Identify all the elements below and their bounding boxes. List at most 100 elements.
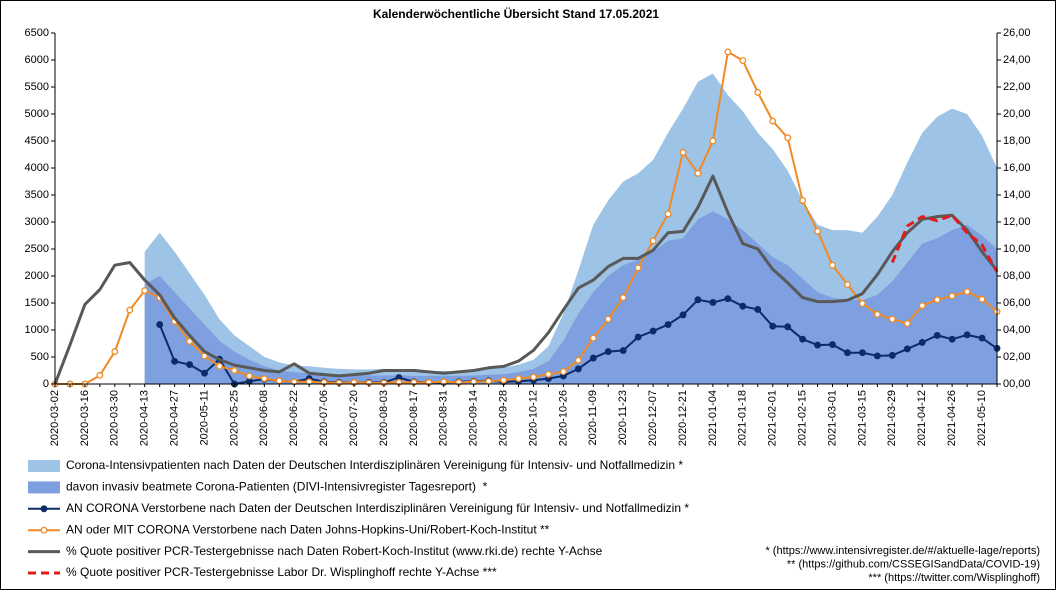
point-marker <box>948 335 956 343</box>
y2-tick-label: 16,00 <box>1003 162 1031 174</box>
point-marker <box>754 88 762 96</box>
x-tick-label: 2021-02-01 <box>767 390 779 446</box>
point-marker <box>679 148 687 156</box>
point-marker <box>500 376 508 384</box>
y-tick-label: 500 <box>31 351 49 363</box>
point-marker <box>559 368 567 376</box>
y-tick-label: 4500 <box>25 135 49 147</box>
point-marker <box>96 371 104 379</box>
point-marker <box>814 341 822 349</box>
x-tick-label: 2020-11-23 <box>617 390 629 445</box>
point-marker <box>649 237 657 245</box>
x-tick-label: 2021-05-10 <box>976 390 988 446</box>
y-tick-label: 5000 <box>25 108 49 120</box>
x-tick-label: 2020-12-07 <box>647 390 659 446</box>
point-marker <box>649 327 657 335</box>
line <box>53 174 999 385</box>
line <box>55 50 998 385</box>
y2-tick-label: 26,00 <box>1003 27 1031 39</box>
y-tick-label: 0 <box>43 378 49 390</box>
point-marker <box>978 334 986 342</box>
point-marker <box>844 281 851 289</box>
x-tick-label: 2020-06-22 <box>288 390 300 446</box>
y-tick-label: 3000 <box>25 216 49 228</box>
legend-swatch <box>28 460 60 472</box>
point-marker <box>515 375 522 383</box>
point-marker <box>126 306 134 314</box>
y-tick-label: 3500 <box>25 189 49 201</box>
point-marker <box>664 321 672 329</box>
x-tick-label: 2020-12-21 <box>677 390 689 446</box>
y2-tick-label: 14,00 <box>1003 189 1031 201</box>
point-marker <box>903 320 911 327</box>
point-marker <box>709 137 717 145</box>
point-marker <box>709 299 717 306</box>
point-marker <box>141 287 149 295</box>
y-tick-label: 6500 <box>25 27 49 39</box>
line <box>890 213 999 273</box>
point-marker <box>275 377 283 385</box>
y2-tick-label: 02,00 <box>1003 351 1031 363</box>
point-marker <box>619 294 627 302</box>
y2-tick-label: 24,00 <box>1003 54 1031 66</box>
y2-tick-label: 22,00 <box>1003 81 1031 93</box>
point-marker <box>754 306 762 313</box>
point-marker <box>230 367 238 374</box>
point-marker <box>589 334 597 342</box>
x-tick-label: 2021-03-01 <box>826 390 838 446</box>
point-marker <box>574 356 582 364</box>
point-marker <box>216 362 223 370</box>
x-tick-label: 2020-04-27 <box>169 390 181 446</box>
legend-marker <box>40 526 48 534</box>
point-marker <box>186 361 194 369</box>
x-tick-label: 2021-03-29 <box>886 390 898 446</box>
point-marker <box>739 302 747 310</box>
point-marker <box>664 210 672 218</box>
point-marker <box>156 321 164 329</box>
point-marker <box>604 348 612 356</box>
point-marker <box>933 296 941 304</box>
x-tick-label: 2020-07-06 <box>318 390 330 446</box>
x-tick-label: 2020-08-17 <box>408 390 420 446</box>
point-marker <box>574 365 582 373</box>
y-tick-label: 4000 <box>25 162 49 174</box>
point-marker <box>963 288 971 296</box>
x-tick-label: 2020-03-30 <box>109 390 121 446</box>
point-marker <box>724 48 732 56</box>
point-marker <box>260 375 268 383</box>
y2-tick-label: 10,00 <box>1003 243 1031 255</box>
point-marker <box>739 57 747 64</box>
x-tick-label: 2021-04-12 <box>916 390 928 446</box>
y2-tick-label: 08,00 <box>1003 270 1031 282</box>
area <box>144 211 997 384</box>
x-tick-label: 2020-05-11 <box>198 390 210 445</box>
x-tick-label: 2021-02-15 <box>797 390 809 446</box>
legend-label: AN oder MIT CORONA Verstorbene nach Date… <box>66 522 550 536</box>
point-marker <box>245 372 253 380</box>
legend-marker <box>40 505 48 513</box>
y-tick-label: 6000 <box>25 54 49 66</box>
x-tick-label: 2021-03-15 <box>856 390 868 446</box>
point-marker <box>829 261 836 269</box>
point-marker <box>769 117 777 125</box>
point-marker <box>948 292 956 300</box>
y2-tick-label: 04,00 <box>1003 324 1031 336</box>
y-tick-label: 1000 <box>25 324 49 336</box>
point-marker <box>799 335 807 343</box>
chart-title: Kalenderwöchentliche Übersicht Stand 17.… <box>373 6 659 21</box>
point-marker <box>799 196 807 204</box>
footnote: * (https://www.intensivregister.de/#/akt… <box>765 545 1040 557</box>
y2-tick-label: 18,00 <box>1003 135 1031 147</box>
point-marker <box>679 311 687 319</box>
legend-swatch <box>28 481 60 494</box>
point-marker <box>724 295 732 303</box>
x-tick-label: 2020-03-02 <box>49 390 61 446</box>
point-marker <box>858 349 866 357</box>
point-marker <box>201 369 208 377</box>
x-tick-label: 2020-09-14 <box>468 390 480 446</box>
x-tick-label: 2020-03-16 <box>79 390 91 446</box>
x-tick-label: 2020-11-09 <box>587 390 599 445</box>
legend-label: AN CORONA Verstorbene nach Daten der Deu… <box>66 501 689 515</box>
y-tick-label: 2500 <box>25 243 49 255</box>
